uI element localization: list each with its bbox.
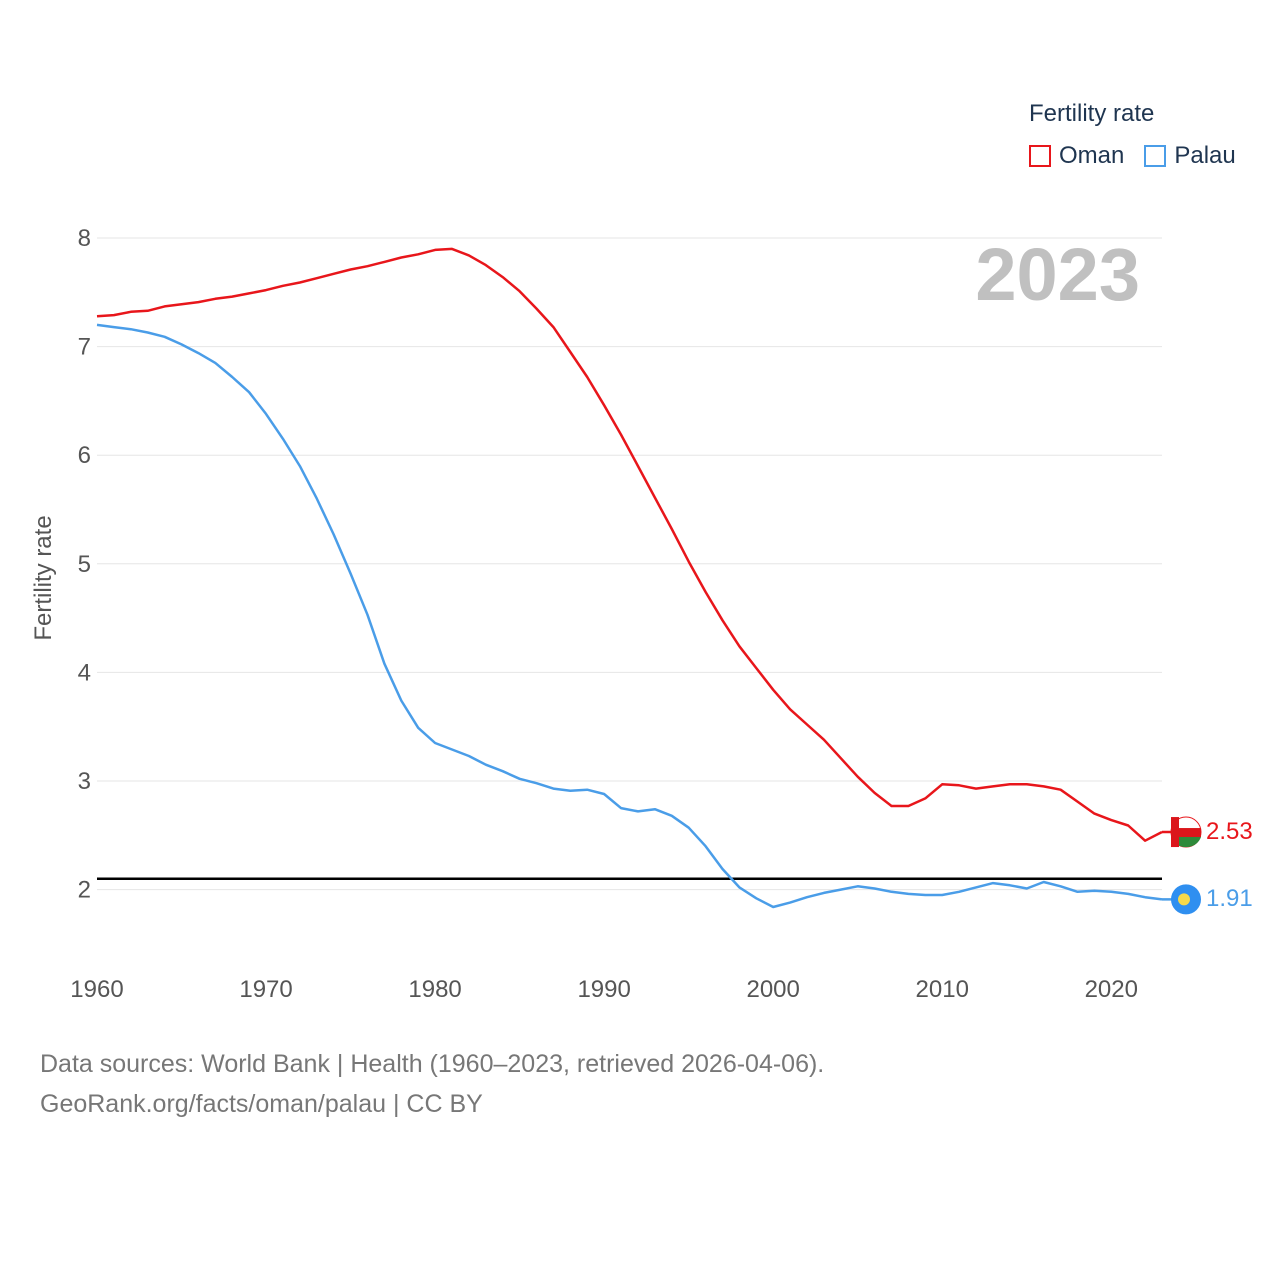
- y-tick-4: 4: [78, 659, 91, 686]
- y-tick-2: 2: [78, 877, 91, 904]
- legend-item-oman[interactable]: Oman: [1029, 142, 1124, 170]
- y-tick-labels: 2 3 4 5 6 7 8: [78, 225, 91, 904]
- legend-item-palau[interactable]: Palau: [1144, 142, 1236, 170]
- legend-label-palau: Palau: [1174, 142, 1236, 169]
- y-tick-8: 8: [78, 225, 91, 252]
- x-tick-2000: 2000: [746, 976, 799, 1003]
- x-tick-1980: 1980: [408, 976, 461, 1003]
- x-tick-2010: 2010: [916, 976, 969, 1003]
- x-tick-2020: 2020: [1085, 976, 1138, 1003]
- legend-swatch-palau: [1144, 145, 1167, 167]
- x-tick-1960: 1960: [70, 976, 123, 1003]
- year-label: 2023: [975, 233, 1140, 316]
- flag-oman-icon: [1170, 816, 1202, 848]
- y-axis-label: Fertility rate: [30, 515, 57, 641]
- series-lines: [96, 247, 1163, 909]
- x-tick-labels: 1960 1970 1980 1990 2000 2010 2020: [70, 976, 1138, 1003]
- y-tick-5: 5: [78, 551, 91, 578]
- legend-swatch-oman: [1029, 145, 1051, 167]
- series-line-palau: [96, 323, 1163, 909]
- x-tick-1970: 1970: [239, 976, 292, 1003]
- end-value-oman: 2.53: [1206, 818, 1253, 846]
- y-tick-3: 3: [78, 768, 91, 795]
- y-tick-7: 7: [78, 334, 91, 361]
- legend: Oman Palau: [1029, 142, 1256, 170]
- legend-label-oman: Oman: [1059, 142, 1125, 169]
- footer-attribution: GeoRank.org/facts/oman/palau | CC BY: [40, 1090, 483, 1118]
- flag-palau-moon: [1178, 893, 1190, 906]
- footer: Data sources: World Bank | Health (1960–…: [40, 1044, 824, 1124]
- flag-oman-band: [1171, 828, 1201, 838]
- x-tick-1990: 1990: [577, 976, 630, 1003]
- end-value-palau: 1.91: [1206, 885, 1253, 913]
- flag-oman-hoist: [1171, 817, 1179, 848]
- footer-sources: Data sources: World Bank | Health (1960–…: [40, 1050, 825, 1078]
- grid-lines: [97, 237, 1162, 891]
- legend-title: Fertility rate: [1029, 100, 1155, 127]
- end-markers: [1162, 816, 1202, 915]
- y-tick-6: 6: [78, 442, 91, 469]
- series-line-oman: [96, 247, 1163, 842]
- flag-palau-icon: [1171, 884, 1201, 915]
